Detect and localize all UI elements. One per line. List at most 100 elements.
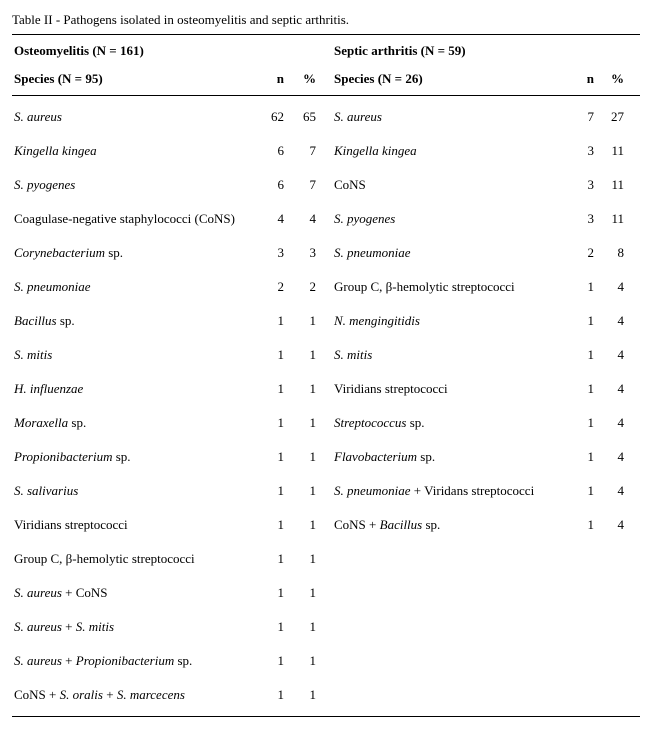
- left-species-cell: Moraxella sp.: [12, 415, 252, 431]
- right-species-cell: CoNS + Bacillus sp.: [334, 517, 564, 533]
- left-n-cell: 2: [252, 279, 284, 295]
- left-species-cell: Bacillus sp.: [12, 313, 252, 329]
- left-species-cell: S. aureus + S. mitis: [12, 619, 252, 635]
- right-pct-cell: 27: [594, 109, 624, 125]
- table-row: S. pneumoniae22Group C, β-hemolytic stre…: [12, 270, 640, 304]
- left-species-cell: S. aureus: [12, 109, 252, 125]
- left-group-header: Osteomyelitis (N = 161): [12, 43, 252, 59]
- left-species-cell: Coagulase-negative staphylococci (CoNS): [12, 211, 252, 227]
- right-species-cell: Streptococcus sp.: [334, 415, 564, 431]
- left-n-cell: 62: [252, 109, 284, 125]
- right-n-cell: 1: [564, 483, 594, 499]
- right-species-cell: Kingella kingea: [334, 143, 564, 159]
- table-row: S. aureus + S. mitis11: [12, 610, 640, 644]
- left-pct-cell: 1: [284, 483, 316, 499]
- right-pct-cell: 11: [594, 143, 624, 159]
- left-species-cell: S. mitis: [12, 347, 252, 363]
- left-n-cell: 4: [252, 211, 284, 227]
- left-species-cell: S. aureus + CoNS: [12, 585, 252, 601]
- left-n-cell: 1: [252, 483, 284, 499]
- left-pct-cell: 7: [284, 143, 316, 159]
- table-row: Bacillus sp.11N. mengingitidis14: [12, 304, 640, 338]
- left-n-cell: 1: [252, 449, 284, 465]
- left-species-cell: S. aureus + Propionibacterium sp.: [12, 653, 252, 669]
- left-pct-cell: 3: [284, 245, 316, 261]
- table-row: Viridians streptococci11CoNS + Bacillus …: [12, 508, 640, 542]
- right-pct-cell: 4: [594, 381, 624, 397]
- left-pct-cell: 1: [284, 585, 316, 601]
- right-pct-header: %: [594, 71, 624, 87]
- left-pct-cell: 1: [284, 381, 316, 397]
- table-row: H. influenzae11Viridians streptococci14: [12, 372, 640, 406]
- right-pct-cell: 4: [594, 449, 624, 465]
- right-n-cell: 1: [564, 517, 594, 533]
- left-species-cell: Group C, β-hemolytic streptococci: [12, 551, 252, 567]
- right-group-header: Septic arthritis (N = 59): [334, 43, 564, 59]
- left-n-cell: 1: [252, 517, 284, 533]
- right-n-cell: 1: [564, 347, 594, 363]
- left-n-cell: 1: [252, 687, 284, 703]
- left-pct-cell: 2: [284, 279, 316, 295]
- left-pct-cell: 1: [284, 619, 316, 635]
- right-species-cell: Viridians streptococci: [334, 381, 564, 397]
- table-row: Propionibacterium sp.11Flavobacterium sp…: [12, 440, 640, 474]
- left-species-cell: S. pyogenes: [12, 177, 252, 193]
- right-n-cell: 1: [564, 415, 594, 431]
- right-species-cell: S. mitis: [334, 347, 564, 363]
- right-pct-cell: 4: [594, 313, 624, 329]
- table-caption: Table II - Pathogens isolated in osteomy…: [12, 12, 640, 28]
- table-row: Corynebacterium sp.33S. pneumoniae28: [12, 236, 640, 270]
- right-species-cell: S. pneumoniae: [334, 245, 564, 261]
- left-n-cell: 1: [252, 653, 284, 669]
- left-pct-cell: 1: [284, 517, 316, 533]
- left-species-cell: CoNS + S. oralis + S. marcecens: [12, 687, 252, 703]
- left-pct-cell: 1: [284, 449, 316, 465]
- table-row: S. aureus6265S. aureus727: [12, 100, 640, 134]
- right-n-header: n: [564, 71, 594, 87]
- left-n-cell: 3: [252, 245, 284, 261]
- right-pct-cell: 4: [594, 279, 624, 295]
- left-species-cell: Viridians streptococci: [12, 517, 252, 533]
- right-n-cell: 1: [564, 449, 594, 465]
- left-n-cell: 1: [252, 551, 284, 567]
- table-row: S. aureus + CoNS11: [12, 576, 640, 610]
- right-n-cell: 1: [564, 313, 594, 329]
- left-species-cell: Corynebacterium sp.: [12, 245, 252, 261]
- right-species-cell: Flavobacterium sp.: [334, 449, 564, 465]
- left-species-cell: S. pneumoniae: [12, 279, 252, 295]
- left-n-cell: 1: [252, 585, 284, 601]
- left-pct-header: %: [284, 71, 316, 87]
- left-species-header: Species (N = 95): [12, 71, 252, 87]
- left-n-cell: 1: [252, 415, 284, 431]
- right-pct-cell: 8: [594, 245, 624, 261]
- left-pct-cell: 1: [284, 347, 316, 363]
- left-species-cell: H. influenzae: [12, 381, 252, 397]
- left-pct-cell: 65: [284, 109, 316, 125]
- left-species-cell: Propionibacterium sp.: [12, 449, 252, 465]
- table-row: S. aureus + Propionibacterium sp.11: [12, 644, 640, 678]
- left-species-cell: Kingella kingea: [12, 143, 252, 159]
- left-n-cell: 1: [252, 313, 284, 329]
- left-species-cell: S. salivarius: [12, 483, 252, 499]
- left-n-cell: 1: [252, 347, 284, 363]
- right-species-cell: N. mengingitidis: [334, 313, 564, 329]
- right-n-cell: 1: [564, 381, 594, 397]
- right-pct-cell: 4: [594, 415, 624, 431]
- table-row: Group C, β-hemolytic streptococci11: [12, 542, 640, 576]
- left-n-header: n: [252, 71, 284, 87]
- table-row: S. salivarius11S. pneumoniae + Viridans …: [12, 474, 640, 508]
- left-pct-cell: 7: [284, 177, 316, 193]
- right-pct-cell: 11: [594, 211, 624, 227]
- table-row: S. pyogenes67CoNS311: [12, 168, 640, 202]
- column-header-row: Species (N = 95) n % Species (N = 26) n …: [12, 65, 640, 96]
- left-n-cell: 1: [252, 381, 284, 397]
- table-row: S. mitis11S. mitis14: [12, 338, 640, 372]
- right-n-cell: 2: [564, 245, 594, 261]
- right-species-cell: Group C, β-hemolytic streptococci: [334, 279, 564, 295]
- table-row: Coagulase-negative staphylococci (CoNS)4…: [12, 202, 640, 236]
- right-pct-cell: 11: [594, 177, 624, 193]
- right-n-cell: 7: [564, 109, 594, 125]
- right-species-cell: S. pneumoniae + Viridans streptococci: [334, 483, 564, 499]
- right-n-cell: 3: [564, 143, 594, 159]
- right-species-header: Species (N = 26): [334, 71, 564, 87]
